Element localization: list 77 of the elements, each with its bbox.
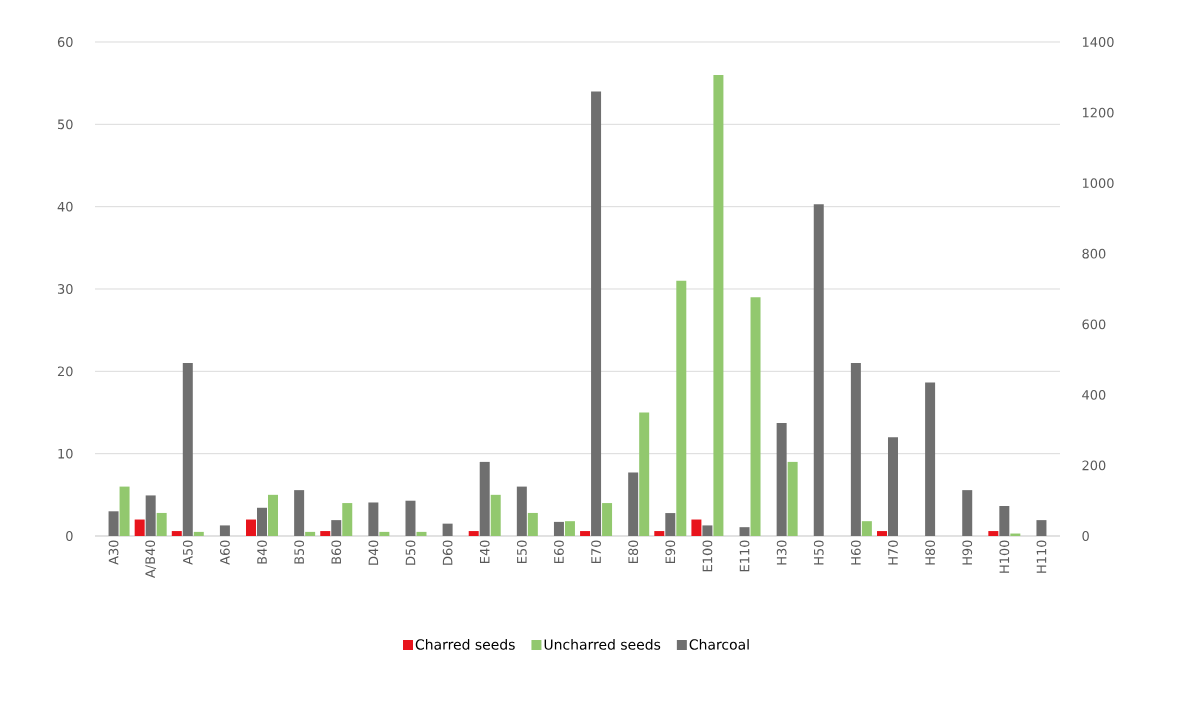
legend-label: Charcoal xyxy=(689,638,749,650)
x-tick-label: H100 xyxy=(999,540,1010,573)
bar xyxy=(876,531,887,536)
y-tick-label: 10 xyxy=(58,448,73,459)
bar xyxy=(442,523,453,536)
x-tick-label: H110 xyxy=(1036,540,1047,573)
x-tick-label: A50 xyxy=(182,540,193,565)
x-tick-label: E110 xyxy=(739,540,750,572)
bar xyxy=(219,525,230,536)
bar xyxy=(405,500,416,536)
y2-tick-label: 800 xyxy=(1082,248,1106,259)
bar xyxy=(294,490,305,536)
bar xyxy=(305,531,316,536)
y2-tick-label: 200 xyxy=(1082,460,1106,471)
x-tick-label: A/B40 xyxy=(145,540,157,579)
y2-tick-label: 1000 xyxy=(1082,178,1114,189)
y-tick-label: 0 xyxy=(66,531,73,541)
bar xyxy=(1036,520,1047,536)
bar xyxy=(665,513,676,536)
x-tick-label: B60 xyxy=(331,540,342,564)
bar xyxy=(516,486,527,536)
x-tick-label: E40 xyxy=(479,540,490,563)
bar xyxy=(713,74,724,536)
legend-label: Charred seeds xyxy=(415,638,515,650)
x-tick-label: H50 xyxy=(813,540,824,565)
x-tick-label: H80 xyxy=(925,540,936,565)
bar xyxy=(739,527,750,536)
bar xyxy=(416,531,427,536)
x-tick-label: H30 xyxy=(776,540,787,565)
legend-label: Uncharred seeds xyxy=(544,638,661,650)
y-tick-label: 50 xyxy=(58,119,73,130)
bar xyxy=(850,363,861,536)
bar xyxy=(813,204,824,536)
bar xyxy=(368,502,379,536)
bar xyxy=(580,531,591,536)
x-tick-label: E60 xyxy=(554,540,564,563)
bar xyxy=(887,437,898,536)
bar xyxy=(654,531,665,536)
x-tick-label: D40 xyxy=(368,540,379,565)
bar xyxy=(468,531,479,536)
bar xyxy=(999,506,1010,536)
x-tick-label: E50 xyxy=(516,540,527,563)
x-tick-label: E70 xyxy=(591,540,601,563)
bar xyxy=(602,503,613,536)
x-tick-label: E80 xyxy=(628,540,639,563)
bar xyxy=(171,531,182,536)
bar xyxy=(591,91,602,536)
x-tick-label: E90 xyxy=(665,540,676,563)
x-tick-label: B40 xyxy=(257,540,267,564)
bar xyxy=(379,531,390,536)
y2-tick-label: 0 xyxy=(1082,531,1089,541)
y-tick-label: 30 xyxy=(57,284,73,294)
y2-tick-label: 600 xyxy=(1082,319,1106,330)
bar xyxy=(750,297,761,536)
x-tick-label: B50 xyxy=(294,540,305,564)
x-tick-label: H90 xyxy=(962,540,973,565)
bar xyxy=(342,503,353,536)
x-tick-label: A60 xyxy=(220,540,230,565)
x-tick-label: D60 xyxy=(442,540,453,565)
bar xyxy=(861,521,872,536)
bar xyxy=(988,531,999,536)
bar xyxy=(193,531,204,536)
bar xyxy=(925,382,936,536)
y-tick-label: 40 xyxy=(57,201,73,212)
x-tick-label: H70 xyxy=(888,540,898,565)
bar xyxy=(676,280,687,536)
x-tick-label: E100 xyxy=(702,540,713,572)
bar xyxy=(962,490,973,536)
y2-tick-label: 400 xyxy=(1082,389,1106,400)
bar xyxy=(182,363,193,536)
y2-tick-label: 1400 xyxy=(1082,37,1114,47)
x-tick-label: H60 xyxy=(850,540,861,565)
y-tick-label: 60 xyxy=(57,37,73,47)
y-tick-label: 20 xyxy=(57,366,73,377)
x-tick-label: D50 xyxy=(405,540,416,565)
x-tick-label: A30 xyxy=(108,540,119,565)
y2-tick-label: 1200 xyxy=(1082,107,1114,118)
